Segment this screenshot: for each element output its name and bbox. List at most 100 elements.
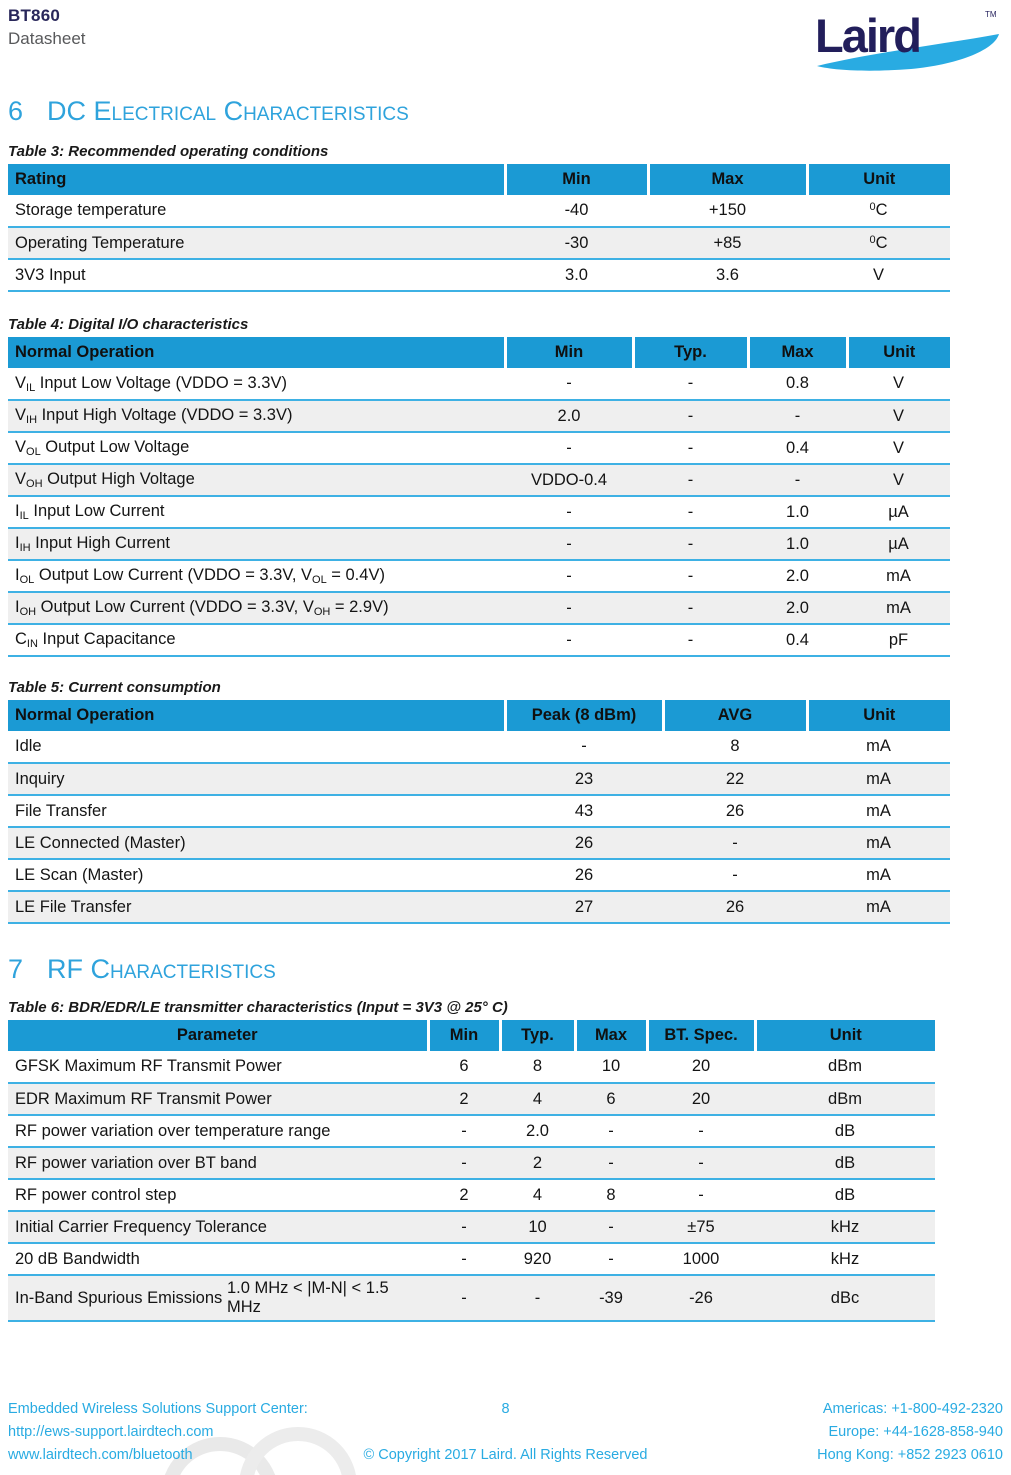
- cell: V: [892, 470, 904, 489]
- cell: 2.0: [557, 406, 581, 425]
- cell: 2: [459, 1089, 469, 1108]
- table-row: IOH Output Low Current (VDDO = 3.3V, VOH…: [8, 592, 950, 624]
- footer-bluetooth-url-link[interactable]: www.lairdtech.com/bluetooth: [8, 1447, 193, 1463]
- table-row: LE Scan (Master) 26 - mA: [8, 859, 950, 891]
- cell: -: [608, 1121, 614, 1140]
- table-row: VOH Output High Voltage VDDO-0.4 - - V: [8, 464, 950, 496]
- cell: 2: [532, 1153, 543, 1172]
- cell: 0C: [869, 233, 888, 252]
- cell: -: [566, 374, 572, 392]
- cell: -: [461, 1121, 467, 1140]
- header-cell: Min: [503, 337, 633, 368]
- header-cell: Unit: [805, 164, 950, 195]
- header-cell: BT. Spec.: [645, 1020, 755, 1051]
- cell-part: In-Band Spurious Emissions: [15, 1288, 223, 1307]
- cell: µA: [888, 502, 909, 521]
- cell: -39: [599, 1288, 623, 1307]
- cell: VDDO-0.4: [530, 470, 608, 489]
- document-header: BT860 Datasheet Laird TM: [8, 6, 1003, 72]
- table-row: LE Connected (Master) 26 - mA: [8, 827, 950, 859]
- section-heading-dc-electrical: 6 DC Electrical Characteristics: [8, 94, 1003, 128]
- cell: mA: [866, 897, 891, 916]
- cell: In-Band Spurious Emissions 1.0 MHz < |M-N…: [8, 1275, 428, 1321]
- cell: -: [461, 1288, 467, 1307]
- cell: -30: [564, 233, 589, 252]
- cell: File Transfer: [15, 801, 107, 820]
- cell: 23: [574, 769, 594, 788]
- table-row: RF power variation over temperature rang…: [8, 1115, 935, 1147]
- table-row: Inquiry 23 22 mA: [8, 763, 950, 795]
- document-type: Datasheet: [8, 29, 86, 48]
- table-header-row: Parameter Min Typ. Max BT. Spec. Unit: [8, 1020, 935, 1051]
- table-caption: Table 6: BDR/EDR/LE transmitter characte…: [8, 999, 508, 1016]
- cell: -26: [689, 1288, 713, 1307]
- table-digital-io-characteristics: Normal Operation Min Typ. Max Unit VIL Input …: [8, 337, 1003, 657]
- footer-phone-hongkong: Hong Kong: +852 2923 0610: [817, 1447, 1003, 1463]
- cell: IOH Output Low Current (VDDO = 3.3V, VOH…: [15, 598, 389, 618]
- cell: -: [687, 470, 694, 489]
- cell: +85: [713, 233, 742, 252]
- cell: VIH Input High Voltage (VDDO = 3.3V): [15, 406, 293, 426]
- cell: V: [892, 374, 904, 392]
- cell: GFSK Maximum RF Transmit Power: [15, 1057, 282, 1075]
- footer-support-url-link[interactable]: http://ews-support.lairdtech.com: [8, 1424, 214, 1440]
- cell: -: [732, 833, 738, 852]
- cell: -: [566, 534, 572, 553]
- cell: -40: [564, 201, 589, 219]
- footer-support-label: Embedded Wireless Solutions Support Cent…: [8, 1401, 308, 1417]
- cell: dBm: [828, 1089, 862, 1108]
- cell: 0.8: [786, 374, 809, 392]
- table-header-row: Normal Operation Peak (8 dBm) AVG Unit: [8, 700, 950, 731]
- cell: dBc: [830, 1288, 860, 1307]
- table-row: In-Band Spurious Emissions 1.0 MHz < |M-N…: [8, 1275, 935, 1321]
- cell: -: [687, 374, 694, 392]
- table-bdr-edr-le-transmitter-characteristics: Parameter Min Typ. Max BT. Spec. Unit GFSK Max…: [8, 1020, 1003, 1322]
- cell: 6: [606, 1089, 616, 1108]
- header-cell: Min: [503, 164, 648, 195]
- table-row: Operating Temperature -30 +85 0C: [8, 227, 950, 259]
- header-cell: AVG: [661, 700, 807, 731]
- header-cell: Normal Operation: [8, 700, 505, 731]
- cell: Operating Temperature: [15, 233, 185, 252]
- cell: 920: [523, 1249, 552, 1268]
- cell: -: [608, 1249, 614, 1268]
- section-title: DC Electrical Characteristics: [47, 96, 409, 126]
- laird-logo: Laird TM: [815, 9, 999, 71]
- page-number: 8: [501, 1401, 510, 1417]
- cell: 10: [601, 1057, 621, 1075]
- cell: Initial Carrier Frequency Tolerance: [15, 1217, 267, 1236]
- cell: 26: [574, 833, 594, 852]
- cell: 20: [691, 1057, 711, 1075]
- table-caption: Table 5: Current consumption: [8, 679, 221, 696]
- cell: -: [608, 1153, 614, 1172]
- cell: 26: [725, 801, 745, 820]
- table-header-row: Normal Operation Min Typ. Max Unit: [8, 337, 950, 368]
- section-number: 6: [8, 96, 24, 126]
- cell: LE Connected (Master): [15, 833, 186, 852]
- table-row: IOL Output Low Current (VDDO = 3.3V, VOL…: [8, 560, 950, 592]
- cell: -: [566, 630, 572, 649]
- product-name: BT860: [8, 6, 61, 25]
- cell: RF power variation over BT band: [15, 1153, 257, 1172]
- cell: 10: [528, 1217, 547, 1236]
- cell: mA: [866, 833, 891, 852]
- cell: +150: [708, 201, 747, 219]
- cell: 1.0: [786, 502, 809, 521]
- cell: 0C: [869, 201, 888, 219]
- cell: 8: [730, 737, 740, 755]
- header-cell: Max: [746, 337, 847, 368]
- table-row: File Transfer 43 26 mA: [8, 795, 950, 827]
- cell: -: [566, 598, 572, 617]
- table-row: 3V3 Input 3.0 3.6 V: [8, 259, 950, 291]
- cell: -: [794, 470, 801, 489]
- cell: IIL Input Low Current: [15, 502, 165, 522]
- cell: 2.0: [786, 598, 809, 617]
- section-heading-rf-characteristics: 7 RF Characteristics: [8, 952, 1003, 986]
- header-cell: Unit: [805, 700, 950, 731]
- table-caption: Table 4: Digital I/O characteristics: [8, 316, 249, 333]
- cell: -: [687, 502, 694, 521]
- table-row: LE File Transfer 27 26 mA: [8, 891, 950, 923]
- logo-tm-mark: TM: [985, 10, 997, 19]
- cell: -: [581, 737, 587, 755]
